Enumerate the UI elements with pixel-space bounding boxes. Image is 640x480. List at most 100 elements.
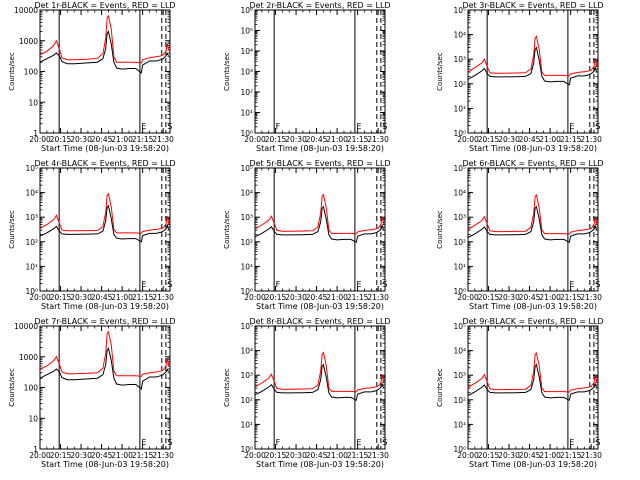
x-tick-label: 20:00 (29, 293, 51, 302)
y-tick-label: 10¹ (240, 262, 253, 271)
events-rate-line (39, 204, 170, 243)
event-marker-label: E (141, 122, 146, 131)
y-tick-label: 10⁵ (240, 322, 253, 331)
x-tick-label: 21:00 (111, 135, 133, 144)
y-tick-label: 1 (33, 445, 38, 454)
x-tick-label: 20:45 (91, 293, 113, 302)
x-tick-label: 20:45 (91, 451, 113, 460)
events-rate-line (254, 205, 385, 244)
event-marker-label: E (569, 438, 574, 447)
y-tick-label: 10³ (240, 371, 253, 380)
x-tick-label: 20:00 (244, 293, 266, 302)
events-rate-line (467, 205, 598, 244)
y-axis-title: Counts/sec (8, 210, 16, 249)
x-tick-label: 21:00 (539, 135, 561, 144)
x-tick-label: 20:00 (29, 451, 51, 460)
x-tick-label: 21:30 (367, 135, 389, 144)
x-tick-label: 20:15 (265, 135, 287, 144)
x-axis-title: Start Time (08-Jun-03 19:58:20) (469, 460, 597, 469)
y-tick-label: 10 (28, 414, 38, 423)
y-tick-label: 10⁴ (25, 189, 38, 198)
x-tick-label: 20:30 (498, 451, 520, 460)
event-marker-label: E (569, 122, 574, 131)
y-axis-title: Counts/sec (8, 52, 16, 91)
event-marker-label: F (276, 280, 281, 289)
y-tick-label: 10¹ (453, 262, 466, 271)
x-tick-label: 21:00 (326, 451, 348, 460)
y-axis-title: Counts/sec (223, 210, 231, 249)
x-tick-label: 20:15 (478, 135, 500, 144)
x-tick-label: 20:00 (29, 135, 51, 144)
lld-rate-line (39, 330, 170, 377)
y-tick-label: 10⁵ (240, 164, 253, 173)
chart-panel: Det 9r-BLACK = Events, RED = LLD 10⁰ 10¹ 10… (436, 317, 604, 469)
x-axis-title: Start Time (08-Jun-03 19:58:20) (41, 302, 169, 311)
y-tick-label: 1000 (19, 37, 38, 46)
x-tick-label: 21:30 (367, 293, 389, 302)
y-tick-label: 10³ (25, 213, 38, 222)
plot-frame (254, 325, 386, 450)
y-tick-label: 10⁵ (25, 164, 38, 173)
event-marker-label: E (569, 280, 574, 289)
x-tick-label: 21:15 (347, 135, 369, 144)
x-tick-label: 21:00 (326, 135, 348, 144)
event-marker-label: S (167, 280, 172, 289)
event-marker-label: S (382, 122, 387, 131)
x-tick-label: 20:45 (519, 293, 541, 302)
x-tick-label: 20:30 (285, 135, 307, 144)
x-tick-label: 20:15 (50, 451, 72, 460)
events-rate-line (467, 363, 598, 402)
y-tick-label: 10⁰ (25, 287, 38, 296)
plot-frame (467, 9, 599, 134)
y-tick-label: 10⁴ (453, 189, 466, 198)
y-tick-label: 10³ (453, 55, 466, 64)
x-axis-title: Start Time (08-Jun-03 19:58:20) (469, 144, 597, 153)
y-axis-title: Counts/sec (8, 368, 16, 407)
lld-rate-line (254, 193, 385, 235)
x-tick-label: 20:30 (285, 451, 307, 460)
x-tick-label: 21:15 (560, 135, 582, 144)
x-tick-label: 21:15 (560, 451, 582, 460)
x-tick-label: 21:30 (580, 135, 602, 144)
y-tick-label: 10⁵ (240, 27, 253, 36)
y-tick-label: 10¹ (240, 420, 253, 429)
y-tick-label: 100 (24, 68, 39, 77)
x-tick-label: 20:15 (265, 451, 287, 460)
chart-title: Det 3r-BLACK = Events, RED = LLD (462, 1, 603, 10)
x-tick-label: 21:30 (580, 451, 602, 460)
y-tick-label: 10¹ (240, 109, 253, 118)
event-marker-label: S (382, 438, 387, 447)
chart-title: Det 1r-BLACK = Events, RED = LLD (34, 1, 175, 10)
x-tick-label: 21:00 (326, 293, 348, 302)
x-tick-label: 20:45 (519, 135, 541, 144)
chart-title: Det 7r-BLACK = Events, RED = LLD (34, 317, 175, 326)
y-tick-label: 10⁴ (240, 347, 253, 356)
x-tick-label: 21:15 (132, 451, 154, 460)
chart-title: Det 9r-BLACK = Events, RED = LLD (462, 317, 603, 326)
event-marker-label: S (167, 438, 172, 447)
event-marker-label: E (141, 280, 146, 289)
x-tick-label: 20:15 (265, 293, 287, 302)
y-axis-title: Counts/sec (223, 52, 231, 91)
event-marker-label: F (276, 122, 281, 131)
y-tick-label: 10² (25, 238, 38, 247)
x-tick-label: 21:30 (367, 451, 389, 460)
y-tick-label: 10² (453, 396, 466, 405)
y-tick-label: 10 (28, 98, 38, 107)
y-tick-label: 10⁵ (453, 322, 466, 331)
x-tick-label: 20:15 (478, 451, 500, 460)
plot-frame (254, 167, 386, 292)
x-tick-label: 20:45 (306, 451, 328, 460)
lld-rate-line (254, 351, 385, 393)
x-tick-label: 20:45 (519, 451, 541, 460)
y-tick-label: 10000 (14, 322, 38, 331)
y-tick-label: 10⁴ (453, 31, 466, 40)
x-tick-label: 20:30 (498, 135, 520, 144)
y-tick-label: 1 (33, 129, 38, 138)
y-tick-label: 1000 (19, 353, 38, 362)
x-axis-title: Start Time (08-Jun-03 19:58:20) (256, 302, 384, 311)
y-tick-label: 10⁶ (240, 6, 253, 15)
chart-panel: Det 6r-BLACK = Events, RED = LLD 10⁰ 10¹ 10… (436, 159, 604, 311)
x-tick-label: 21:30 (152, 451, 174, 460)
x-tick-label: 20:30 (285, 293, 307, 302)
